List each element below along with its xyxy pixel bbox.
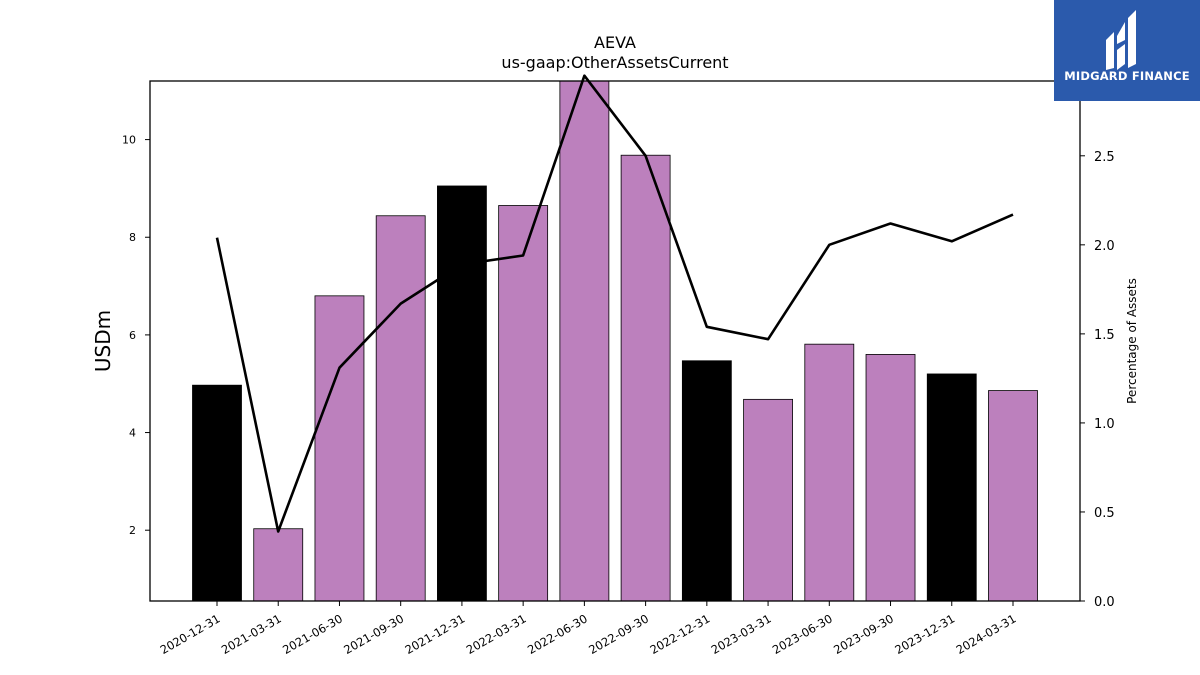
y-tick-label: 6	[129, 329, 136, 342]
bar	[559, 80, 610, 602]
y2-tick-label: 1.5	[1094, 328, 1115, 343]
bar	[498, 205, 549, 602]
midgard-logo-icon	[1106, 10, 1136, 70]
x-tick-label: 2022-06-30	[525, 611, 590, 657]
bar	[375, 215, 426, 602]
bar	[926, 373, 977, 602]
bar	[620, 154, 671, 602]
plot-area-frame	[149, 80, 1081, 602]
x-tick-label: 2022-12-31	[647, 611, 712, 657]
x-tick-label: 2021-03-31	[219, 611, 284, 657]
x-tick-label: 2022-03-31	[464, 611, 529, 657]
x-tick-label: 2024-03-31	[954, 611, 1019, 657]
bar	[253, 528, 304, 602]
chart-title: AEVA	[594, 33, 636, 52]
bar	[804, 343, 855, 602]
bar	[437, 185, 487, 602]
y-axis-label: USDm	[91, 310, 115, 372]
y2-tick-label: 0.0	[1094, 595, 1115, 610]
y2-tick-label: 0.5	[1094, 506, 1115, 521]
bar	[988, 390, 1038, 602]
x-tick-label: 2021-12-31	[403, 611, 468, 657]
logo-text: MIDGARD FINANCE	[1064, 69, 1190, 83]
x-tick-label: 2023-12-31	[892, 611, 957, 657]
x-tick-label: 2021-09-30	[341, 611, 406, 657]
y2-tick-label: 2.5	[1094, 150, 1115, 165]
bar	[743, 398, 793, 602]
percentage-line	[215, 74, 1014, 533]
y2-axis-label: Percentage of Assets	[1125, 278, 1139, 404]
y-tick-label: 4	[129, 427, 136, 440]
bar	[865, 354, 916, 602]
bar	[192, 384, 242, 602]
x-tick-label: 2023-06-30	[770, 611, 835, 657]
company-logo: MIDGARD FINANCE	[1054, 0, 1200, 101]
x-tick-label: 2020-12-31	[158, 611, 223, 657]
y-tick-label: 8	[129, 231, 136, 244]
bar	[314, 295, 365, 602]
x-tick-label: 2023-03-31	[709, 611, 774, 657]
y2-tick-label: 1.0	[1094, 417, 1115, 432]
y2-tick-label: 2.0	[1094, 239, 1115, 254]
y-tick-label: 2	[129, 524, 136, 537]
bar	[681, 360, 732, 602]
x-tick-label: 2023-09-30	[831, 611, 896, 657]
x-tick-label: 2021-06-30	[280, 611, 345, 657]
x-tick-label: 2022-09-30	[586, 611, 651, 657]
y-tick-label: 10	[122, 134, 136, 147]
chart-subtitle: us-gaap:OtherAssetsCurrent	[501, 53, 728, 72]
